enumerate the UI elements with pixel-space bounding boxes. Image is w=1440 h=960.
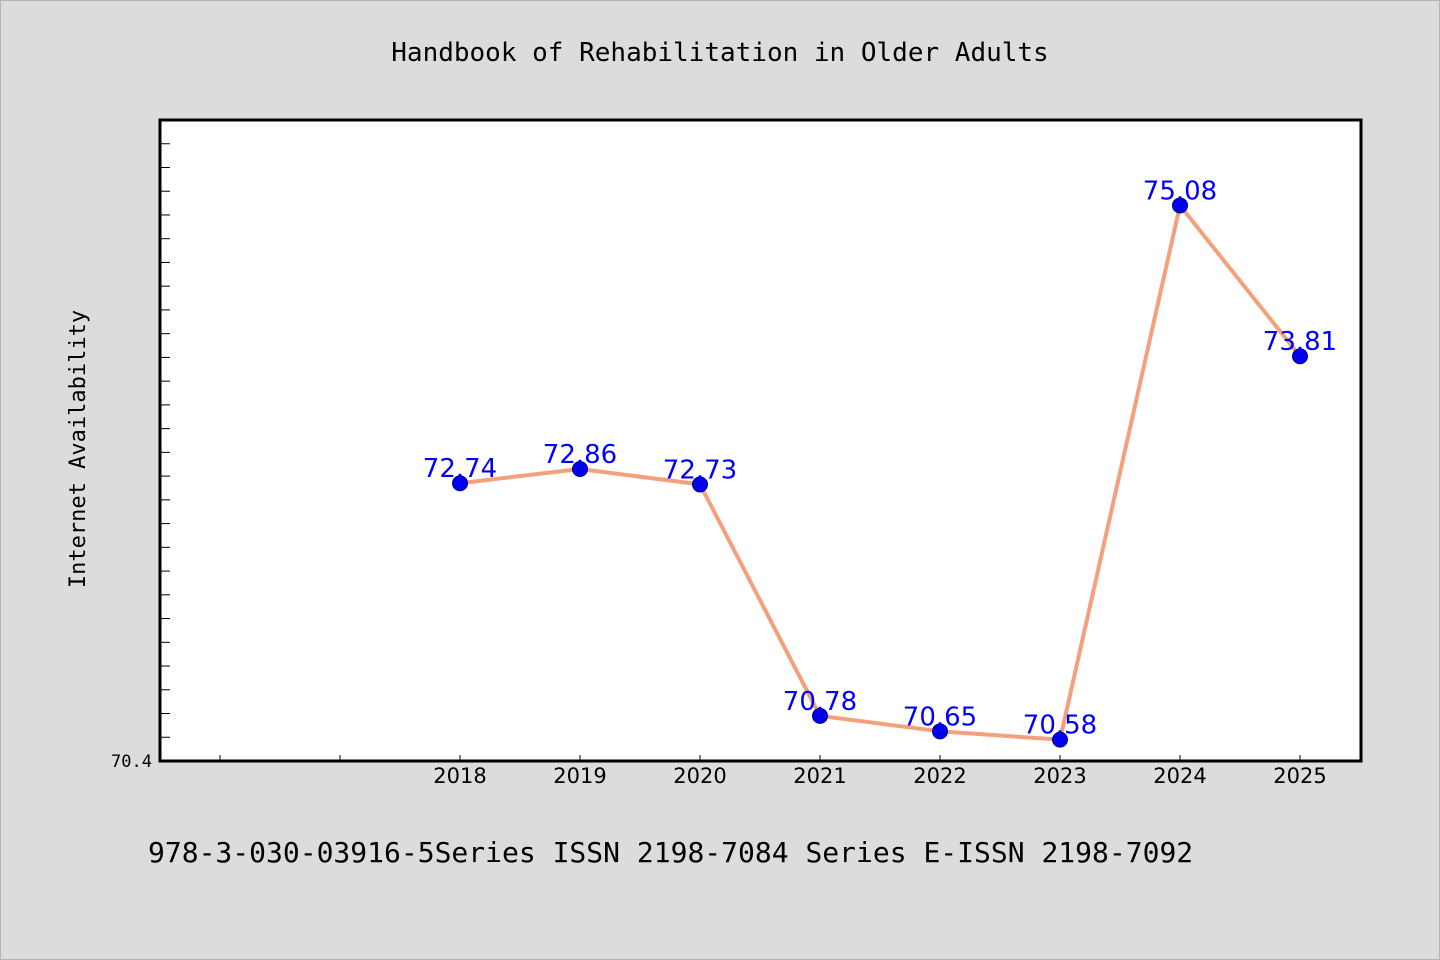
data-point <box>452 475 468 492</box>
data-point <box>692 476 708 493</box>
x-tick-label: 2019 <box>553 764 606 788</box>
x-tick-label: 2020 <box>673 764 726 788</box>
data-point <box>1172 197 1188 214</box>
data-point <box>1052 731 1068 748</box>
data-point <box>932 723 948 740</box>
x-tick-label: 2023 <box>1033 764 1086 788</box>
y-ticks: 70.4 <box>111 143 170 772</box>
data-label: 72.73 <box>663 455 737 485</box>
chart-title: Handbook of Rehabilitation in Older Adul… <box>391 38 1048 68</box>
x-tick-label: 2021 <box>793 764 846 788</box>
data-label: 72.74 <box>423 454 497 484</box>
x-tick-label: 2018 <box>433 764 486 788</box>
plot-area <box>158 118 1363 763</box>
data-label: 72.86 <box>543 440 617 470</box>
y-axis-label: Internet Availability <box>66 310 91 588</box>
x-tick-label: 2022 <box>913 764 966 788</box>
x-tick-label: 2025 <box>1273 764 1326 788</box>
x-ticks: 2018 2019 2020 2021 2022 2023 2024 2025 <box>219 755 1327 788</box>
series-line <box>459 203 1302 742</box>
y-tick-label: 70.4 <box>111 752 152 772</box>
data-label: 75.08 <box>1143 176 1217 206</box>
data-point <box>1292 348 1308 365</box>
series-group: 72.74 72.86 72.73 70.78 70.65 70.58 75.08 73.81 <box>423 176 1337 748</box>
data-label: 70.58 <box>1023 711 1097 741</box>
data-label: 70.65 <box>903 702 977 732</box>
footer-text: 978-3-030-03916-5Series ISSN 2198-7084 S… <box>148 836 1193 869</box>
data-label: 70.78 <box>783 687 857 717</box>
x-tick-label: 2024 <box>1153 764 1206 788</box>
data-point <box>812 707 828 724</box>
data-point <box>572 460 588 477</box>
data-label: 73.81 <box>1263 327 1337 357</box>
